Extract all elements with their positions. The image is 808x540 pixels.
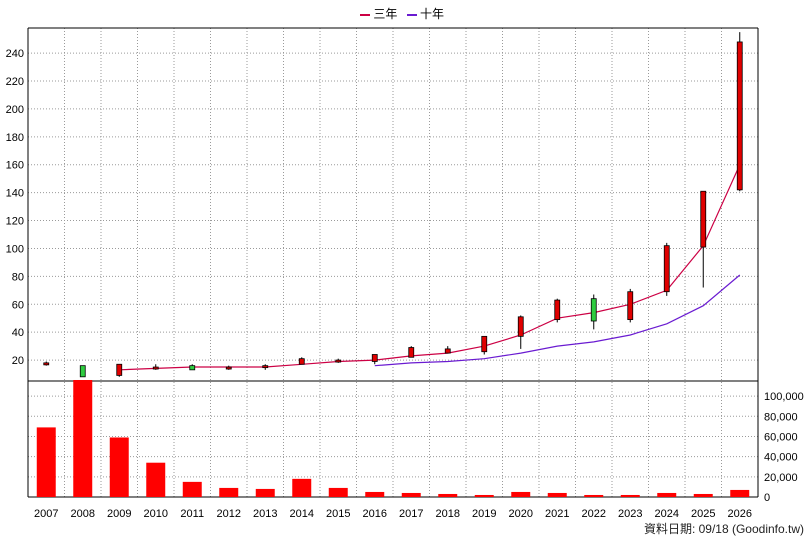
legend-label-ten-year: 十年 (420, 7, 445, 21)
line-series-ten-year (374, 274, 741, 367)
candle-body (116, 363, 123, 376)
candle-body (736, 41, 743, 191)
x-tick-label: 2013 (253, 508, 277, 520)
candle-body (371, 354, 378, 362)
volume-tick-label: 20,000 (764, 472, 798, 484)
x-tick-label: 2015 (326, 508, 350, 520)
candle-body (189, 365, 196, 371)
volume-bar (401, 492, 421, 497)
volume-bar (73, 379, 93, 497)
volume-bar (255, 488, 275, 497)
volume-tick-label: 0 (764, 492, 770, 504)
legend-label-three-year: 三年 (373, 7, 398, 21)
volume-bar (511, 491, 531, 497)
x-tick-label: 2020 (509, 508, 533, 520)
legend-swatch-ten-year (406, 13, 417, 16)
volume-bar (547, 492, 567, 497)
price-tick-label: 220 (6, 76, 24, 88)
candle-body (79, 365, 86, 378)
x-tick-label: 2017 (399, 508, 423, 520)
x-tick-label: 2014 (290, 508, 314, 520)
x-tick-label: 2008 (71, 508, 95, 520)
volume-tick-label: 40,000 (764, 452, 798, 464)
volume-bar (438, 493, 458, 497)
volume-bar (730, 489, 750, 497)
candle-body (627, 291, 634, 321)
volume-bar (620, 494, 640, 497)
candle-body (663, 245, 670, 293)
x-tick-label: 2025 (691, 508, 715, 520)
volume-bar (474, 494, 494, 497)
price-tick-label: 160 (6, 160, 24, 172)
candle-body (590, 298, 597, 322)
candle-body (554, 299, 561, 321)
volume-bar (657, 492, 677, 497)
candle-body (262, 365, 269, 369)
candle-body (152, 366, 159, 370)
price-tick-label: 100 (6, 243, 24, 255)
price-tick-label: 20 (12, 355, 24, 367)
price-tick-label: 240 (6, 48, 24, 60)
volume-bar (365, 491, 385, 497)
x-tick-label: 2018 (436, 508, 460, 520)
volume-bar (146, 462, 166, 497)
x-tick-label: 2019 (472, 508, 496, 520)
legend: 三年 十年 (360, 6, 444, 22)
line-series-three-year (119, 164, 741, 371)
volume-tick-label: 100,000 (764, 391, 804, 403)
x-tick-label: 2007 (34, 508, 58, 520)
price-tick-label: 200 (6, 104, 24, 116)
x-tick-label: 2009 (107, 508, 131, 520)
volume-bar (182, 481, 202, 497)
x-tick-label: 2016 (363, 508, 387, 520)
price-tick-label: 80 (12, 271, 24, 283)
candle-body (298, 358, 305, 365)
candle-body (335, 359, 342, 363)
candle-body (481, 335, 488, 353)
volume-bar (219, 487, 239, 497)
x-tick-label: 2011 (180, 508, 204, 520)
price-tick-label: 140 (6, 188, 24, 200)
x-tick-label: 2022 (582, 508, 606, 520)
x-tick-label: 2012 (217, 508, 241, 520)
candle-body (517, 316, 524, 337)
candle-body (444, 348, 451, 354)
price-tick-label: 120 (6, 216, 24, 228)
price-tick-label: 40 (12, 327, 24, 339)
volume-bar (292, 478, 312, 497)
price-tick-label: 60 (12, 299, 24, 311)
x-tick-label: 2024 (655, 508, 679, 520)
footer-date: 資料日期: 09/18 (Goodinfo.tw) (643, 522, 804, 536)
volume-tick-label: 80,000 (764, 411, 798, 423)
candle-body (43, 362, 50, 366)
volume-bar (36, 427, 56, 497)
candle-body (408, 347, 415, 358)
volume-bar (328, 487, 348, 497)
volume-bar (693, 493, 713, 497)
volume-bar (109, 437, 129, 497)
x-tick-label: 2021 (545, 508, 569, 520)
legend-swatch-three-year (360, 13, 370, 16)
candle-body (700, 190, 707, 248)
x-tick-label: 2026 (728, 508, 752, 520)
volume-tick-label: 60,000 (764, 431, 798, 443)
price-tick-label: 180 (6, 132, 24, 144)
x-tick-label: 2010 (144, 508, 168, 520)
x-tick-label: 2023 (618, 508, 642, 520)
candle-body (225, 366, 232, 370)
volume-bar (584, 494, 604, 497)
